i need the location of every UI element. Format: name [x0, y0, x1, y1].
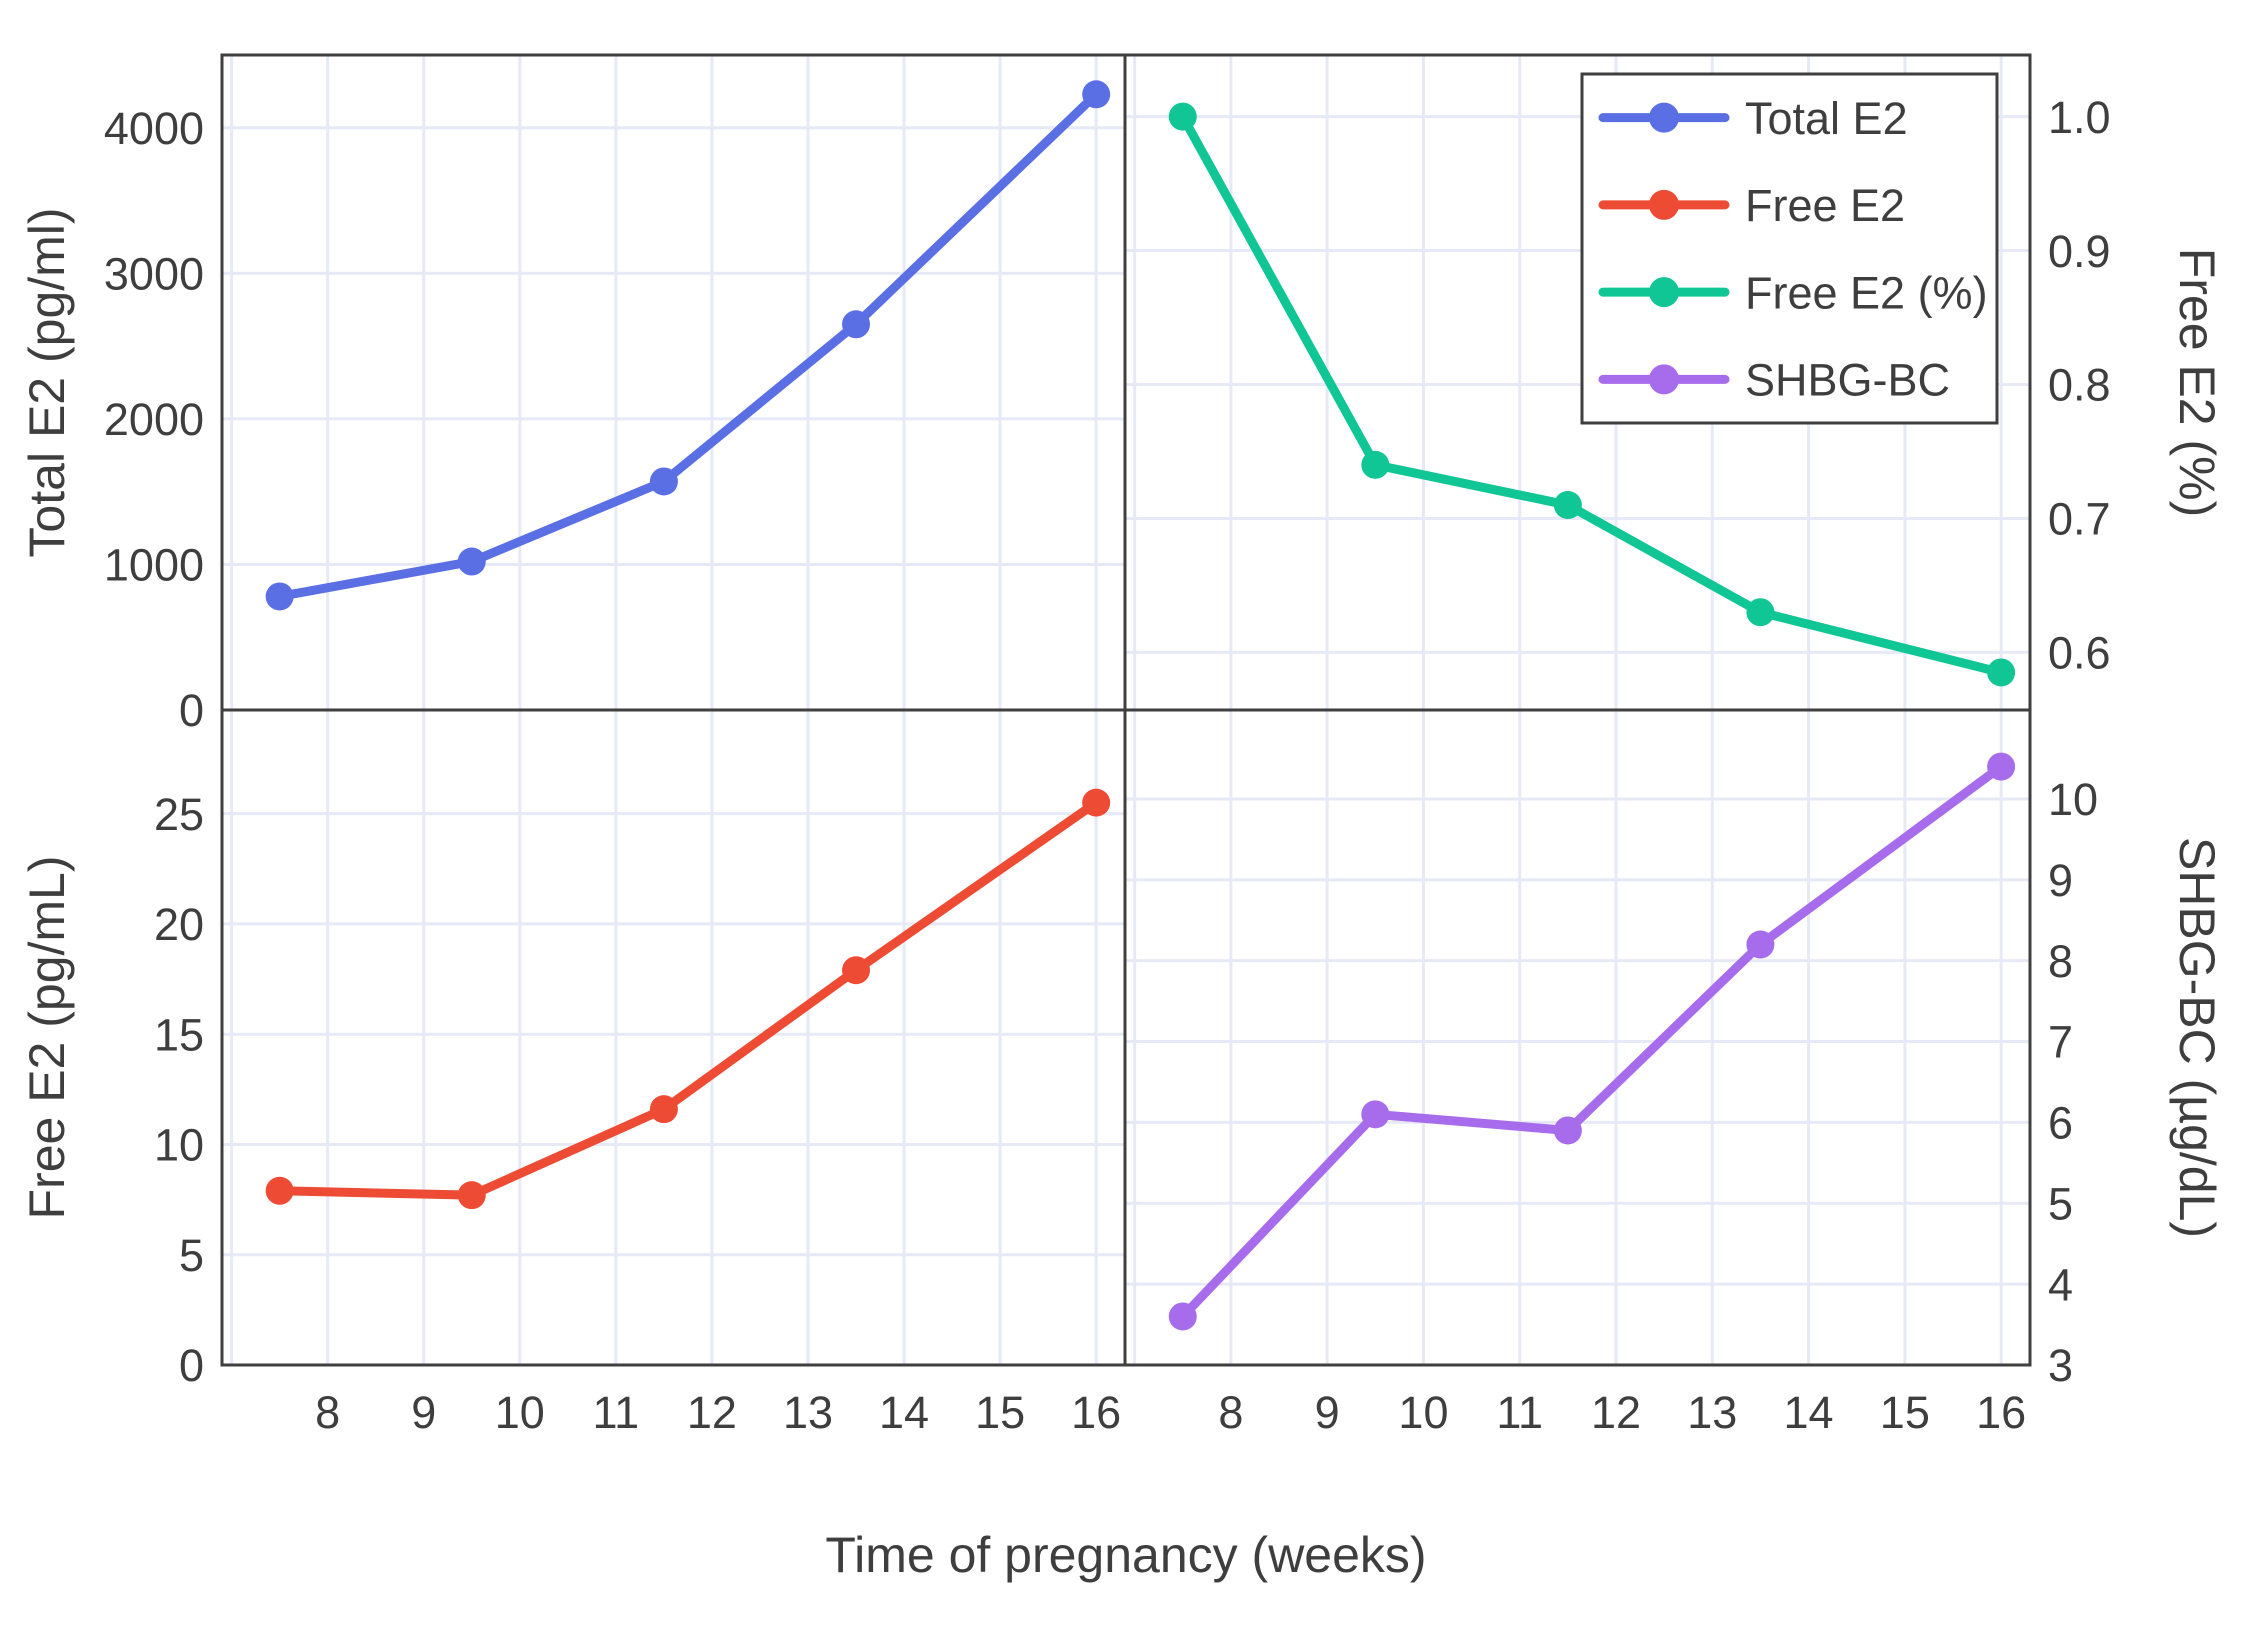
legend-entry: SHBG-BC [1598, 355, 1950, 406]
data-point [842, 956, 871, 985]
legend-marker-icon [1649, 364, 1679, 395]
x-axis-title: Time of pregnancy (weeks) [825, 1527, 1426, 1583]
data-point [1168, 1302, 1197, 1331]
data-point [457, 1181, 486, 1210]
y-axis-title: Total E2 (pg/ml) [19, 207, 75, 557]
panel-top-left: 0 1000 2000 3000 4000 Total E2 (pg/ml) [19, 53, 1127, 736]
y-axis-title: Free E2 (pg/mL) [19, 855, 75, 1219]
y-tick-label: 5 [179, 1230, 204, 1281]
y-tick-label: 0.6 [2048, 628, 2111, 679]
legend-marker-icon [1649, 277, 1679, 308]
y-tick-label: 7 [2048, 1017, 2073, 1068]
legend-label: SHBG-BC [1745, 355, 1950, 406]
x-tick-label: 16 [1071, 1387, 1121, 1438]
y-tick-label: 0.9 [2048, 226, 2111, 277]
legend-entry: Free E2 [1598, 180, 1905, 231]
panel-bottom-left: 0 5 10 15 20 25 Free E2 (pg/mL) 8 9 10 11 12 13 14 15 1… [19, 708, 1127, 1438]
x-tick-label: 10 [1398, 1387, 1448, 1438]
panel-top-right: 0.6 0.7 0.8 0.9 1.0 Free E2 (%) [1123, 53, 2225, 712]
data-point [1746, 598, 1775, 627]
x-tick-label: 8 [315, 1387, 340, 1438]
x-tick-label: 9 [411, 1387, 436, 1438]
x-tick-label: 13 [783, 1387, 833, 1438]
data-point [1746, 930, 1775, 959]
y-tick-label: 5 [2048, 1178, 2073, 1229]
data-point [1987, 752, 2016, 781]
y-tick-label: 8 [2048, 936, 2073, 987]
y-tick-label: 0 [179, 685, 204, 736]
data-point [1553, 491, 1582, 520]
y-tick-label: 1.0 [2048, 92, 2111, 143]
legend-label: Free E2 [1745, 180, 1905, 231]
panel-border [1123, 708, 2032, 1367]
y-tick-label: 3000 [104, 249, 204, 300]
data-point [842, 310, 871, 339]
data-point [1361, 450, 1390, 479]
x-tick-label: 12 [687, 1387, 737, 1438]
panel-bottom-right: 3 4 5 6 7 8 9 10 SHBG-BC (µg/dL) 8 9 10 11 12 13 14 15 16 [1123, 708, 2225, 1438]
y-tick-label: 2000 [104, 394, 204, 445]
legend-entry: Free E2 (%) [1598, 267, 1988, 318]
y-tick-label: 6 [2048, 1098, 2073, 1149]
y-axis-title: Free E2 (%) [2169, 248, 2225, 518]
legend-box [1580, 72, 1999, 425]
y-tick-label: 25 [154, 789, 204, 840]
x-tick-label: 8 [1218, 1387, 1243, 1438]
y-tick-label: 10 [154, 1120, 204, 1171]
y-tick-label: 9 [2048, 855, 2073, 906]
data-point [1553, 1116, 1582, 1145]
x-tick-label: 14 [1784, 1387, 1834, 1438]
data-point [265, 1176, 294, 1205]
y-tick-label: 0.7 [2048, 494, 2111, 545]
y-tick-label: 0 [179, 1340, 204, 1391]
x-tick-label: 11 [593, 1387, 640, 1438]
data-point [1082, 80, 1111, 109]
x-tick-label: 10 [495, 1387, 545, 1438]
x-tick-label: 13 [1687, 1387, 1737, 1438]
legend-entry: Total E2 [1598, 93, 1908, 144]
data-point [649, 1095, 678, 1124]
legend-marker-icon [1649, 102, 1679, 133]
y-tick-label: 4000 [104, 103, 204, 154]
data-point [1987, 658, 2016, 687]
legend-label: Total E2 [1745, 93, 1908, 144]
legend-marker-icon [1649, 189, 1679, 220]
y-tick-label: 20 [154, 899, 204, 950]
x-tick-label: 9 [1315, 1387, 1340, 1438]
y-tick-label: 10 [2048, 774, 2098, 825]
data-point [1082, 788, 1111, 817]
x-tick-label: 14 [879, 1387, 929, 1438]
x-tick-label: 11 [1496, 1387, 1543, 1438]
data-point [1168, 102, 1197, 131]
x-tick-label: 12 [1591, 1387, 1641, 1438]
legend-label: Free E2 (%) [1745, 267, 1988, 318]
data-point [265, 582, 294, 611]
y-tick-label: 1000 [104, 540, 204, 591]
y-tick-label: 3 [2048, 1340, 2073, 1391]
y-tick-label: 0.8 [2048, 360, 2111, 411]
y-axis-title: SHBG-BC (µg/dL) [2169, 837, 2225, 1238]
y-tick-label: 15 [154, 1009, 204, 1060]
y-tick-label: 4 [2048, 1259, 2073, 1310]
data-point [649, 467, 678, 496]
data-point [457, 547, 486, 576]
data-point [1361, 1100, 1390, 1129]
x-tick-label: 15 [1880, 1387, 1930, 1438]
x-tick-label: 16 [1976, 1387, 2026, 1438]
legend: Total E2 Free E2 Free E2 (%) SHBG-BC [1580, 72, 1999, 425]
x-tick-label: 15 [975, 1387, 1025, 1438]
